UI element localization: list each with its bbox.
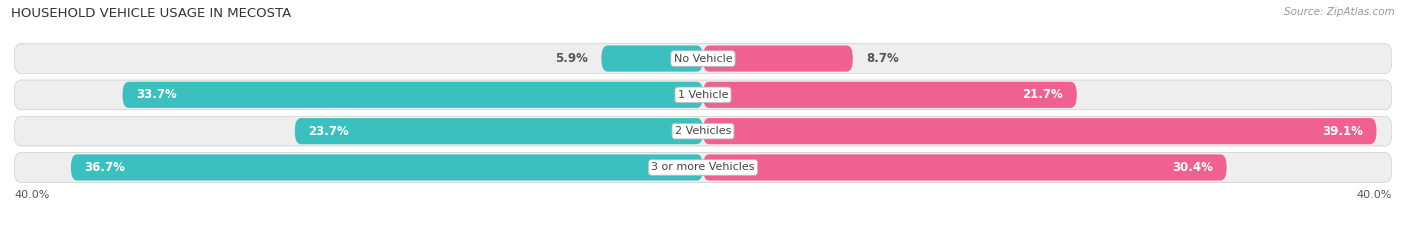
Text: HOUSEHOLD VEHICLE USAGE IN MECOSTA: HOUSEHOLD VEHICLE USAGE IN MECOSTA [11, 7, 291, 20]
FancyBboxPatch shape [14, 80, 1392, 110]
Text: 5.9%: 5.9% [555, 52, 588, 65]
Text: 2 Vehicles: 2 Vehicles [675, 126, 731, 136]
FancyBboxPatch shape [14, 44, 1392, 73]
Text: 40.0%: 40.0% [1357, 190, 1392, 200]
FancyBboxPatch shape [602, 45, 703, 72]
FancyBboxPatch shape [703, 45, 853, 72]
Text: 30.4%: 30.4% [1173, 161, 1213, 174]
FancyBboxPatch shape [703, 82, 1077, 108]
FancyBboxPatch shape [14, 116, 1392, 146]
Text: 39.1%: 39.1% [1322, 125, 1362, 138]
FancyBboxPatch shape [295, 118, 703, 144]
Text: 33.7%: 33.7% [136, 88, 177, 101]
Text: Source: ZipAtlas.com: Source: ZipAtlas.com [1284, 7, 1395, 17]
FancyBboxPatch shape [14, 153, 1392, 182]
Text: 36.7%: 36.7% [84, 161, 125, 174]
Text: 40.0%: 40.0% [14, 190, 49, 200]
FancyBboxPatch shape [703, 154, 1226, 181]
FancyBboxPatch shape [70, 154, 703, 181]
FancyBboxPatch shape [122, 82, 703, 108]
Text: 3 or more Vehicles: 3 or more Vehicles [651, 162, 755, 172]
Text: 23.7%: 23.7% [308, 125, 349, 138]
FancyBboxPatch shape [703, 118, 1376, 144]
Text: 8.7%: 8.7% [866, 52, 900, 65]
Text: 1 Vehicle: 1 Vehicle [678, 90, 728, 100]
Text: 21.7%: 21.7% [1022, 88, 1063, 101]
Text: No Vehicle: No Vehicle [673, 54, 733, 64]
